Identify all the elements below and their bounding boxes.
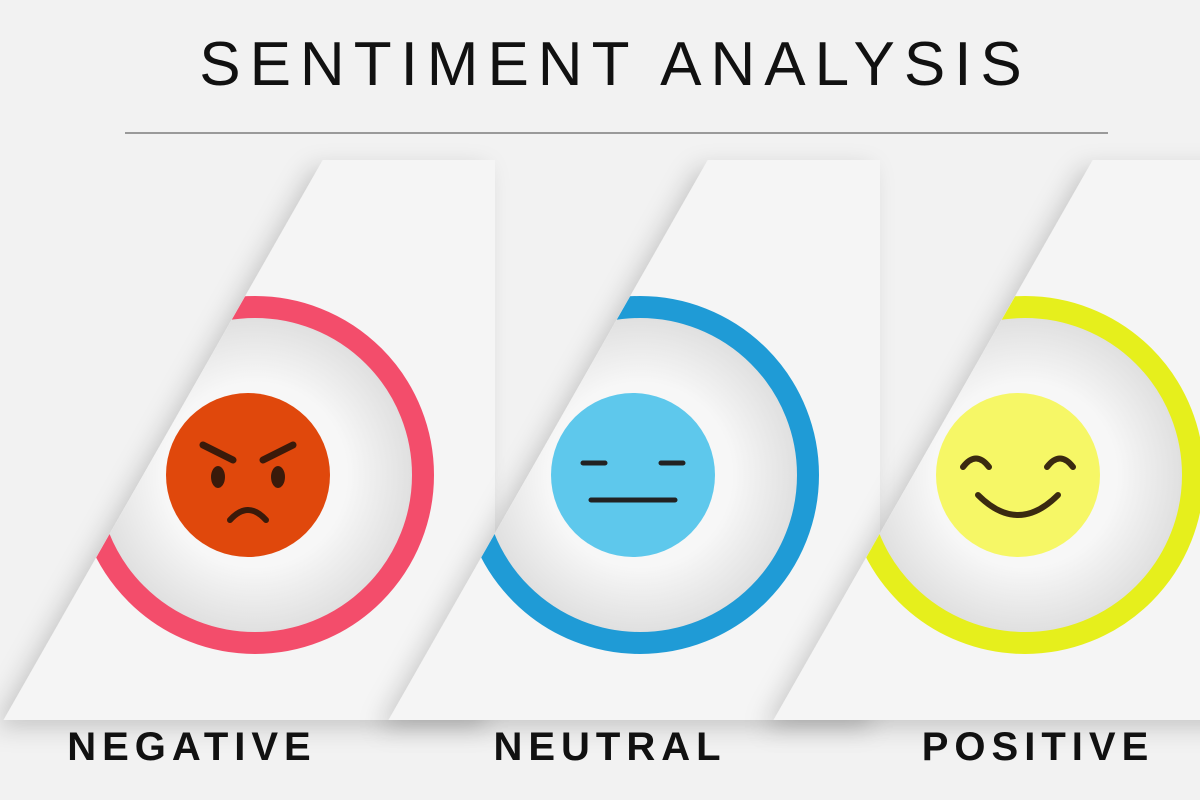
sentiment-label: POSITIVE xyxy=(922,725,1155,769)
title: SENTIMENT ANALYSIS xyxy=(199,30,1031,99)
face-feature xyxy=(211,466,225,488)
face-features xyxy=(580,460,686,503)
face-feature xyxy=(271,466,285,488)
sentiment-label: NEUTRAL xyxy=(493,725,726,769)
face-feature xyxy=(199,441,297,464)
sentiment-label: NEGATIVE xyxy=(67,725,317,769)
face-features xyxy=(199,441,297,523)
face-features xyxy=(960,455,1076,518)
face xyxy=(936,393,1100,557)
face xyxy=(166,393,330,557)
face-feature xyxy=(580,460,686,503)
face-feature xyxy=(960,455,1076,470)
face xyxy=(551,393,715,557)
face-feature xyxy=(227,507,269,523)
face-feature xyxy=(975,492,1061,518)
